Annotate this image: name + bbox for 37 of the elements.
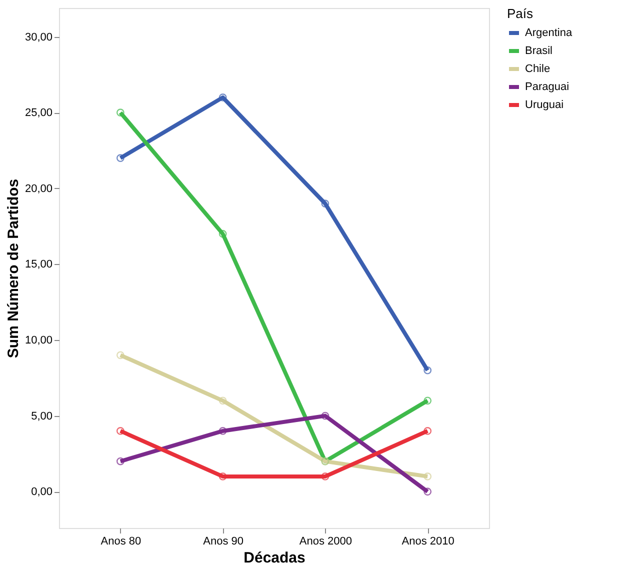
y-tick-label: 10,00 <box>24 334 52 347</box>
point <box>218 427 227 435</box>
point <box>218 230 227 238</box>
legend-label: Brasil <box>525 45 553 57</box>
point <box>218 94 227 102</box>
point <box>116 457 124 466</box>
x-tick-label: Anos 2010 <box>402 536 454 548</box>
legend-label: Argentina <box>525 27 573 39</box>
x-tick-label: Anos 2000 <box>299 536 352 548</box>
point <box>424 396 432 405</box>
point <box>116 427 124 435</box>
point <box>116 108 124 117</box>
x-axis-title: Décadas <box>244 550 306 566</box>
y-tick-label: 25,00 <box>24 107 52 120</box>
point <box>424 366 432 374</box>
point <box>424 427 432 435</box>
legend-title: País <box>507 6 534 21</box>
point <box>424 488 432 496</box>
y-tick-label: 30,00 <box>24 31 52 44</box>
legend-label: Uruguai <box>525 99 564 111</box>
legend-label: Paraguai <box>525 81 570 93</box>
point <box>116 154 124 162</box>
point <box>218 396 227 405</box>
x-tick-label: Anos 80 <box>100 536 142 548</box>
point <box>321 200 330 208</box>
legend-label: Chile <box>525 63 550 75</box>
y-tick-label: 15,00 <box>24 258 52 271</box>
point <box>218 472 227 480</box>
y-tick-label: 20,00 <box>24 182 52 195</box>
point <box>321 412 330 420</box>
point <box>116 351 124 360</box>
y-tick-label: 0,00 <box>31 486 52 498</box>
point <box>321 472 330 480</box>
x-tick-label: Anos 90 <box>203 536 244 548</box>
y-axis-title: Sum Número de Partidos <box>4 178 22 358</box>
point <box>424 472 432 480</box>
y-tick-label: 5,00 <box>31 410 52 422</box>
